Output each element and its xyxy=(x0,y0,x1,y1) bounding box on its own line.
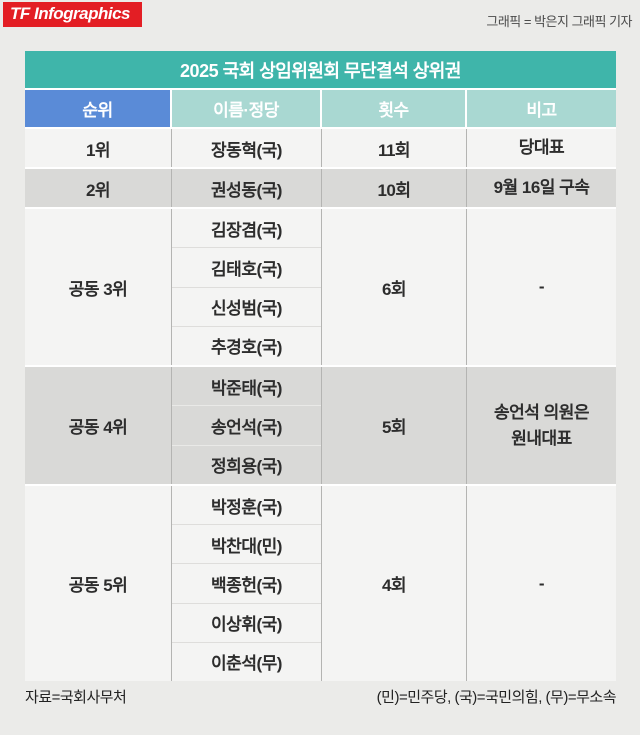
member-name: 이상휘(국) xyxy=(172,604,321,643)
rank-group-1: 1위 장동혁(국) 11회 당대표 xyxy=(25,129,616,167)
member-names: 권성동(국) xyxy=(172,169,322,207)
absence-count: 6회 xyxy=(322,209,467,365)
remark: 9월 16일 구속 xyxy=(493,178,590,198)
tf-infographics-logo: TF Infographics xyxy=(3,2,142,27)
absence-count: 10회 xyxy=(322,169,467,207)
member-names: 김장겸(국) 김태호(국) 신성범(국) 추경호(국) xyxy=(172,209,322,365)
member-name: 장동혁(국) xyxy=(211,140,282,160)
rank-group-4: 공동 4위 박준태(국) 송언석(국) 정희용(국) 5회 송언석 의원은 원내… xyxy=(25,367,616,484)
rank-group-2: 2위 권성동(국) 10회 9월 16일 구속 xyxy=(25,169,616,207)
member-name: 백종헌(국) xyxy=(172,564,321,604)
member-name: 추경호(국) xyxy=(211,338,282,358)
member-name: 신성범(국) xyxy=(172,288,321,327)
member-name: 송언석(국) xyxy=(172,406,321,446)
rank-group-3: 공동 3위 김장겸(국) 김태호(국) 신성범(국) 추경호(국) 6회 - xyxy=(25,209,616,365)
member-name: 이춘석(무) xyxy=(211,654,282,674)
rank-group-5: 공동 5위 박정훈(국) 박찬대(민) 백종헌(국) 이상휘(국) 이춘석(무)… xyxy=(25,486,616,681)
remark: - xyxy=(538,277,545,297)
graphic-credit: 그래픽 = 박은지 그래픽 기자 xyxy=(486,14,632,29)
member-name: 김태호(국) xyxy=(172,248,321,288)
table-title: 2025 국회 상임위원회 무단결석 상위권 xyxy=(25,51,616,88)
absence-count: 5회 xyxy=(322,367,467,484)
member-name: 박찬대(민) xyxy=(172,525,321,565)
remark: 당대표 xyxy=(518,138,565,158)
header-count: 횟수 xyxy=(322,90,467,127)
absence-count: 11회 xyxy=(322,129,467,167)
remark: 송언석 의원은 원내대표 xyxy=(493,403,590,448)
remark: - xyxy=(538,573,545,593)
rank-label: 공동 3위 xyxy=(25,209,172,365)
header-note: 비고 xyxy=(467,90,616,127)
member-name: 박준태(국) xyxy=(172,367,321,407)
member-name: 김장겸(국) xyxy=(172,209,321,249)
member-names: 박정훈(국) 박찬대(민) 백종헌(국) 이상휘(국) 이춘석(무) xyxy=(172,486,322,681)
member-name: 권성동(국) xyxy=(211,180,282,200)
rank-label: 1위 xyxy=(25,129,172,167)
member-names: 장동혁(국) xyxy=(172,129,322,167)
header-name-party: 이름·정당 xyxy=(172,90,322,127)
rank-label: 2위 xyxy=(25,169,172,207)
rank-label: 공동 4위 xyxy=(25,367,172,484)
absence-ranking-table: 2025 국회 상임위원회 무단결석 상위권 순위 이름·정당 횟수 비고 1위… xyxy=(25,51,616,681)
member-names: 박준태(국) 송언석(국) 정희용(국) xyxy=(172,367,322,484)
footer: 자료=국회사무처 (민)=민주당, (국)=국민의힘, (무)=무소속 xyxy=(25,686,617,707)
table-header-row: 순위 이름·정당 횟수 비고 xyxy=(25,90,616,127)
source-note: 자료=국회사무처 xyxy=(25,689,127,706)
member-name: 박정훈(국) xyxy=(172,486,321,526)
header-rank: 순위 xyxy=(25,90,172,127)
absence-count: 4회 xyxy=(322,486,467,681)
party-legend: (민)=민주당, (국)=국민의힘, (무)=무소속 xyxy=(376,689,617,706)
member-name: 정희용(국) xyxy=(211,457,282,477)
rank-label: 공동 5위 xyxy=(25,486,172,681)
